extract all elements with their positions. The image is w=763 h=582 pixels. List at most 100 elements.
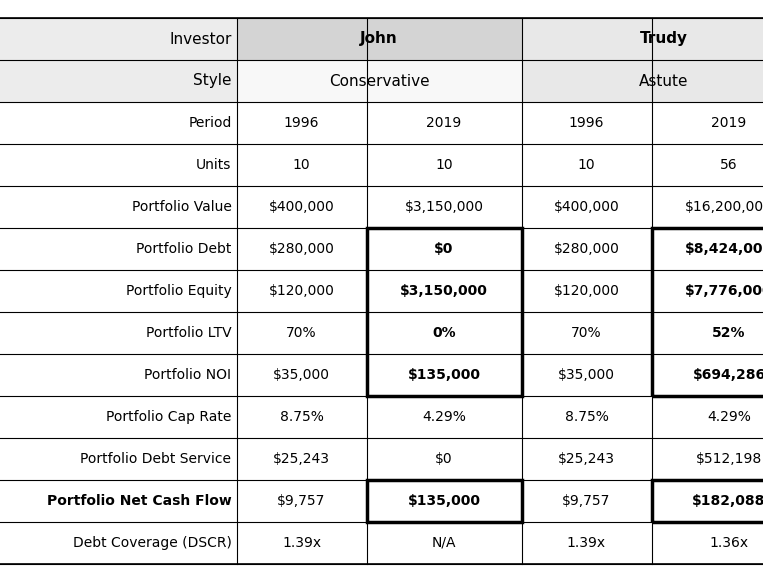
Bar (652, 522, 763, 564)
Bar (366, 396, 521, 438)
Text: 52%: 52% (712, 326, 745, 340)
Text: 56: 56 (720, 158, 738, 172)
Text: 0%: 0% (432, 326, 456, 340)
Bar (366, 228, 521, 270)
Text: $9,757: $9,757 (562, 494, 610, 508)
Text: 10: 10 (293, 158, 311, 172)
Text: Portfolio Cap Rate: Portfolio Cap Rate (106, 410, 231, 424)
Bar (652, 480, 763, 522)
Text: $16,200,000: $16,200,000 (685, 200, 763, 214)
Bar (366, 186, 521, 228)
Bar (0, 18, 237, 60)
Bar (366, 228, 521, 396)
Text: $3,150,000: $3,150,000 (400, 284, 488, 298)
Text: 2019: 2019 (711, 116, 747, 130)
Text: $120,000: $120,000 (554, 284, 620, 298)
Bar (0, 270, 237, 312)
Bar (652, 270, 763, 312)
Text: Portfolio Debt Service: Portfolio Debt Service (81, 452, 231, 466)
Text: $7,776,000: $7,776,000 (685, 284, 763, 298)
Bar (237, 18, 521, 60)
Text: $400,000: $400,000 (269, 200, 334, 214)
Bar (521, 438, 652, 480)
Bar (237, 144, 366, 186)
Text: 8.75%: 8.75% (279, 410, 324, 424)
Bar (521, 186, 652, 228)
Text: Trudy: Trudy (640, 31, 688, 47)
Bar (652, 102, 763, 144)
Bar (366, 312, 521, 354)
Bar (237, 102, 366, 144)
Bar (521, 60, 763, 102)
Text: Period: Period (188, 116, 231, 130)
Text: 10: 10 (578, 158, 595, 172)
Text: 1.39x: 1.39x (282, 536, 321, 550)
Bar (366, 270, 521, 312)
Bar (652, 480, 763, 522)
Bar (366, 144, 521, 186)
Text: Portfolio Equity: Portfolio Equity (126, 284, 231, 298)
Text: $280,000: $280,000 (554, 242, 620, 256)
Text: $512,198: $512,198 (696, 452, 762, 466)
Bar (521, 354, 652, 396)
Text: $0: $0 (434, 242, 454, 256)
Text: $9,757: $9,757 (277, 494, 326, 508)
Text: Portfolio Debt: Portfolio Debt (136, 242, 231, 256)
Bar (521, 270, 652, 312)
Bar (521, 480, 652, 522)
Text: 2019: 2019 (427, 116, 462, 130)
Text: $35,000: $35,000 (558, 368, 615, 382)
Bar (652, 144, 763, 186)
Bar (0, 60, 237, 102)
Bar (0, 480, 237, 522)
Bar (0, 522, 237, 564)
Bar (521, 102, 652, 144)
Text: Portfolio Value: Portfolio Value (132, 200, 231, 214)
Bar (521, 312, 652, 354)
Text: $694,286: $694,286 (693, 368, 763, 382)
Bar (237, 270, 366, 312)
Text: $25,243: $25,243 (273, 452, 330, 466)
Bar (366, 480, 521, 522)
Bar (521, 144, 652, 186)
Text: $135,000: $135,000 (407, 494, 481, 508)
Bar (521, 18, 763, 60)
Text: Portfolio LTV: Portfolio LTV (146, 326, 231, 340)
Text: 70%: 70% (571, 326, 602, 340)
Bar (0, 312, 237, 354)
Bar (0, 144, 237, 186)
Bar (652, 228, 763, 396)
Bar (366, 354, 521, 396)
Bar (652, 186, 763, 228)
Bar (521, 522, 652, 564)
Text: $35,000: $35,000 (273, 368, 330, 382)
Text: $3,150,000: $3,150,000 (404, 200, 484, 214)
Text: $182,088: $182,088 (692, 494, 763, 508)
Bar (237, 354, 366, 396)
Text: Style: Style (193, 73, 231, 88)
Bar (366, 522, 521, 564)
Bar (652, 438, 763, 480)
Bar (237, 480, 366, 522)
Text: Debt Coverage (DSCR): Debt Coverage (DSCR) (72, 536, 231, 550)
Bar (0, 228, 237, 270)
Text: 4.29%: 4.29% (707, 410, 751, 424)
Text: Investor: Investor (169, 31, 231, 47)
Bar (366, 438, 521, 480)
Bar (0, 438, 237, 480)
Text: 10: 10 (435, 158, 452, 172)
Text: $25,243: $25,243 (558, 452, 615, 466)
Text: Conservative: Conservative (329, 73, 430, 88)
Text: 70%: 70% (286, 326, 317, 340)
Bar (0, 102, 237, 144)
Text: Portfolio NOI: Portfolio NOI (144, 368, 231, 382)
Bar (237, 186, 366, 228)
Bar (0, 396, 237, 438)
Bar (237, 312, 366, 354)
Text: $0: $0 (435, 452, 452, 466)
Bar (0, 354, 237, 396)
Bar (521, 228, 652, 270)
Bar (366, 480, 521, 522)
Bar (237, 228, 366, 270)
Bar (652, 354, 763, 396)
